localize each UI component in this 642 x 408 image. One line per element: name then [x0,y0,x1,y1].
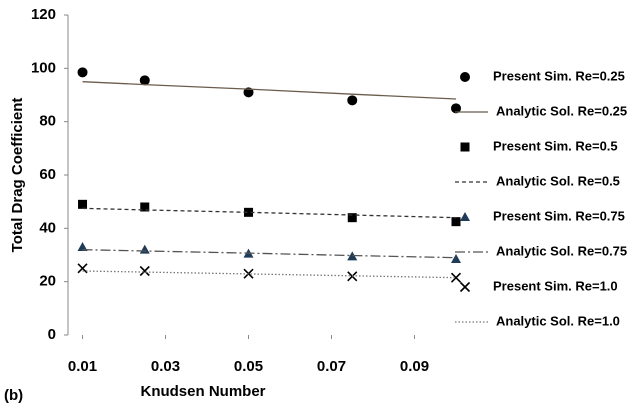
marker [460,142,470,152]
line [82,81,457,100]
y-tick-label: 20 [39,273,56,290]
y-tick-label: 60 [39,166,56,183]
y-axis-title: Total Drag Coefficient [9,98,26,253]
marker [77,67,88,78]
line [82,207,457,219]
marker [139,265,150,277]
x-tick-label: 0.01 [68,358,97,375]
marker [244,207,254,217]
x-tick-label: 0.07 [317,358,346,375]
marker [451,254,461,263]
marker [460,212,470,221]
marker [78,199,88,209]
line [82,249,457,259]
y-tick-label: 100 [31,59,56,76]
marker [347,95,358,106]
y-tick-label: 40 [39,219,56,236]
y-tick-label: 120 [31,6,56,23]
legend-label: Analytic Sol. Re=1.0 [496,313,620,328]
legend-label: Analytic Sol. Re=0.5 [496,173,620,188]
marker [139,244,150,254]
marker [243,268,254,279]
legend-label: Present Sim. Re=1.0 [493,278,618,293]
marker [77,242,88,251]
marker [459,281,471,293]
marker [460,72,470,82]
x-tick-label: 0.09 [400,358,429,375]
marker [347,213,357,223]
legend-label: Analytic Sol. Re=0.75 [496,243,627,258]
legend-label: Present Sim. Re=0.25 [493,68,625,83]
marker [140,202,150,212]
panel-label: (b) [4,387,23,404]
marker [451,103,461,114]
marker [347,251,358,261]
marker [77,263,88,274]
legend-label: Present Sim. Re=0.5 [493,138,618,153]
marker [139,75,150,86]
y-tick-label: 0 [48,326,56,343]
legend-label: Present Sim. Re=0.75 [493,208,625,223]
y-tick-label: 80 [39,113,56,130]
line [82,270,457,279]
marker [451,217,461,227]
x-axis-title: Knudsen Number [140,383,265,400]
marker [450,272,462,283]
x-tick-label: 0.03 [151,358,180,375]
x-tick-label: 0.05 [234,358,263,375]
legend-label: Analytic Sol. Re=0.25 [496,103,627,118]
